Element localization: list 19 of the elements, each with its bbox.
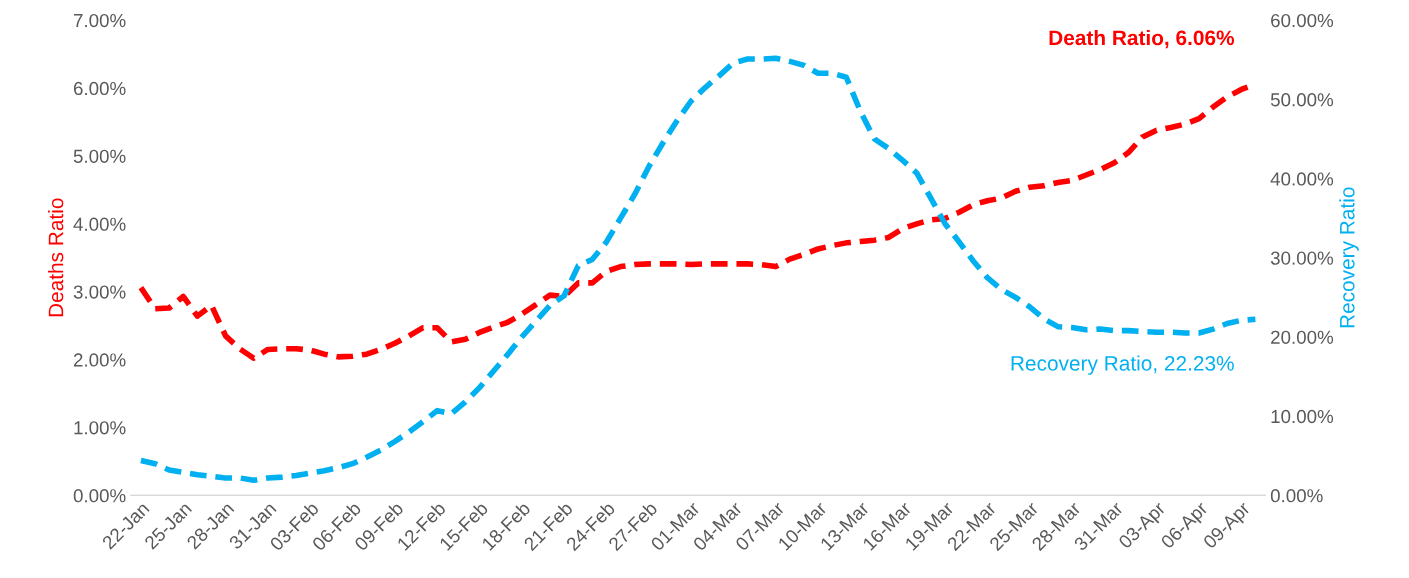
- y2-tick-label: 60.00%: [1271, 13, 1334, 28]
- series-label: Death Ratio, 6.06%: [1049, 29, 1235, 49]
- series-label: Recovery Ratio, 22.23%: [1011, 355, 1234, 375]
- y-tick-label: 6.00%: [73, 81, 126, 96]
- y-tick-label: 4.00%: [73, 217, 126, 231]
- y-tick-label: 7.00%: [73, 13, 126, 28]
- y-axis-title: Deaths Ratio: [48, 198, 64, 317]
- y2-tick-label: 50.00%: [1270, 93, 1334, 107]
- y-tick-label: 2.00%: [73, 353, 126, 367]
- y-tick-label: 3.00%: [73, 285, 126, 299]
- y2-tick-label: 20.00%: [1271, 330, 1334, 344]
- y-tick-label: 5.00%: [73, 149, 126, 163]
- y2-tick-label: 0.00%: [1270, 489, 1323, 503]
- y2-tick-label: 40.00%: [1270, 172, 1334, 186]
- y2-tick-label: 10.00%: [1271, 409, 1334, 424]
- y2-tick-label: 30.00%: [1270, 251, 1334, 265]
- y-tick-label: 1.00%: [74, 421, 126, 435]
- y-tick-label: 0.00%: [73, 489, 126, 503]
- y2-axis-title: Recovery Ratio: [1339, 187, 1359, 328]
